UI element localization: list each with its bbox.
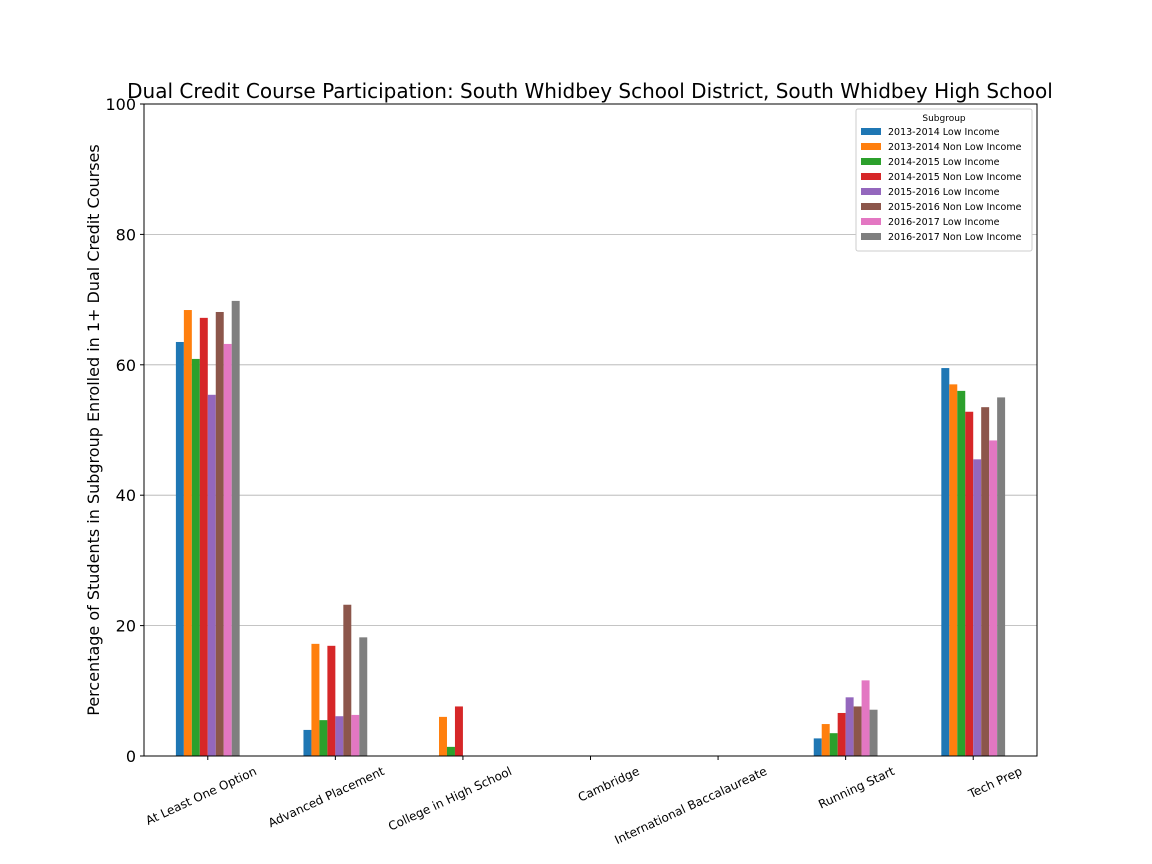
- bar: [965, 411, 974, 756]
- legend-label: 2015-2016 Low Income: [888, 187, 1000, 198]
- legend-swatch: [861, 218, 881, 225]
- bar: [215, 311, 224, 756]
- y-tick-label: 80: [116, 225, 136, 244]
- y-tick-label: 0: [126, 747, 136, 766]
- x-tick-label: Advanced Placement: [266, 764, 387, 830]
- y-tick-label: 20: [116, 617, 136, 636]
- legend-label: 2016-2017 Low Income: [888, 217, 1000, 228]
- y-axis-label: Percentage of Students in Subgroup Enrol…: [84, 144, 103, 715]
- bar: [941, 368, 950, 756]
- bar: [191, 358, 200, 756]
- bar: [821, 724, 830, 756]
- legend-swatch: [861, 128, 881, 135]
- bar: [981, 407, 990, 756]
- bar: [853, 706, 862, 756]
- x-axis-ticks: At Least One Option Advanced Placement Col…: [143, 756, 1024, 847]
- bar: [949, 384, 958, 756]
- legend-swatch: [861, 173, 881, 180]
- y-tick-label: 100: [105, 95, 136, 114]
- bar: [175, 341, 184, 756]
- legend: Subgroup 2013-2014 Low Income 2013-2014 No…: [855, 108, 1033, 252]
- bar: [439, 716, 447, 756]
- legend-swatch: [861, 233, 881, 240]
- bar: [343, 604, 352, 756]
- legend-swatch: [861, 158, 881, 165]
- bar: [351, 714, 360, 756]
- bar: [829, 733, 838, 756]
- bar: [223, 343, 232, 756]
- gridlines: [144, 233, 1037, 626]
- y-tick-label: 40: [116, 486, 136, 505]
- legend-swatch: [861, 203, 881, 210]
- bar: [231, 300, 240, 756]
- x-tick-label: Cambridge: [576, 764, 642, 805]
- bar: [207, 394, 216, 756]
- bar: [319, 720, 328, 756]
- bars: [175, 300, 1006, 756]
- bar: [869, 709, 878, 756]
- bar: [845, 697, 854, 756]
- x-tick-label: Tech Prep: [965, 764, 1024, 801]
- x-tick-label: At Least One Option: [143, 764, 258, 828]
- bar: [973, 459, 982, 756]
- bar: [327, 645, 336, 756]
- legend-swatch: [861, 188, 881, 195]
- bar: [997, 397, 1006, 756]
- bar: [861, 680, 870, 756]
- bar: [303, 729, 312, 756]
- legend-label: 2015-2016 Non Low Income: [888, 202, 1022, 213]
- x-tick-label: Running Start: [816, 764, 897, 812]
- bar: [837, 712, 846, 756]
- legend-box: [855, 108, 1033, 252]
- y-axis-ticks: 0 20 40 60 80 100: [105, 95, 144, 766]
- bar: [989, 440, 998, 756]
- bar: [359, 637, 368, 756]
- legend-label: 2016-2017 Non Low Income: [888, 232, 1022, 243]
- x-tick-label: College in High School: [386, 764, 514, 834]
- legend-swatch: [861, 143, 881, 150]
- legend-label: 2014-2015 Low Income: [888, 157, 1000, 168]
- y-tick-label: 60: [116, 356, 136, 375]
- bar: [335, 716, 344, 756]
- bar: [311, 643, 320, 756]
- bar: [454, 706, 463, 756]
- legend-title: Subgroup: [922, 114, 966, 124]
- legend-label: 2013-2014 Non Low Income: [888, 142, 1022, 153]
- legend-label: 2014-2015 Non Low Income: [888, 172, 1022, 183]
- bar: [813, 738, 822, 756]
- bar: [199, 317, 208, 756]
- chart-title: Dual Credit Course Participation: South …: [127, 79, 1053, 103]
- bar: [446, 746, 455, 756]
- bar: [957, 390, 966, 756]
- bar: [183, 310, 192, 756]
- legend-label: 2013-2014 Low Income: [888, 127, 1000, 138]
